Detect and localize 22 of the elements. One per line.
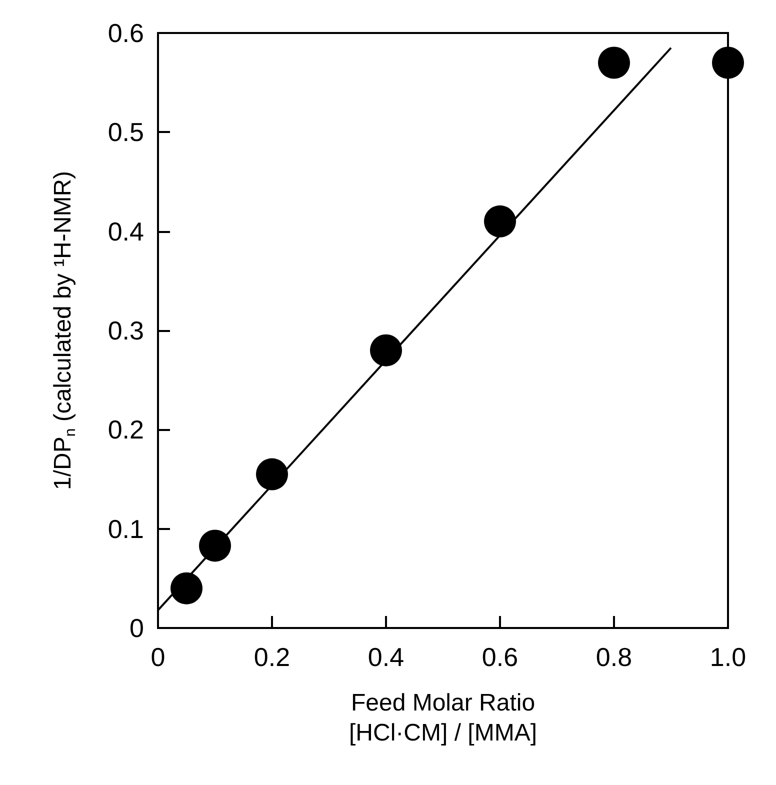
point [256,458,288,490]
point [484,205,516,238]
x-tick-label: 0.2 [254,642,290,672]
x-tick-label: 0.4 [368,642,404,672]
y-tick-label: 0.3 [108,316,144,346]
y-tick-label: 0.5 [108,117,144,148]
x-tick-label: 0.8 [596,642,632,672]
x-tick-label: 0 [150,642,166,672]
point [370,334,402,366]
y-tick-label: 0.4 [108,216,144,246]
point [199,530,231,562]
x-axis-title: Feed Molar Ratio [HCl·CM] / [MMA] [349,690,537,746]
y-tick-label: 0.2 [108,414,144,445]
point [170,572,202,604]
point [598,46,630,79]
x-tick-label: 1.0 [710,642,746,672]
y-tick-label: 0 [130,613,144,643]
y-tick-label: 0.1 [108,514,144,544]
x-tick-label: 0.6 [482,642,518,672]
y-tick-label: 0.6 [108,18,144,48]
point [712,46,744,79]
y-axis-title: 1/DPn (calculated by ¹H-NMR) [50,170,79,490]
